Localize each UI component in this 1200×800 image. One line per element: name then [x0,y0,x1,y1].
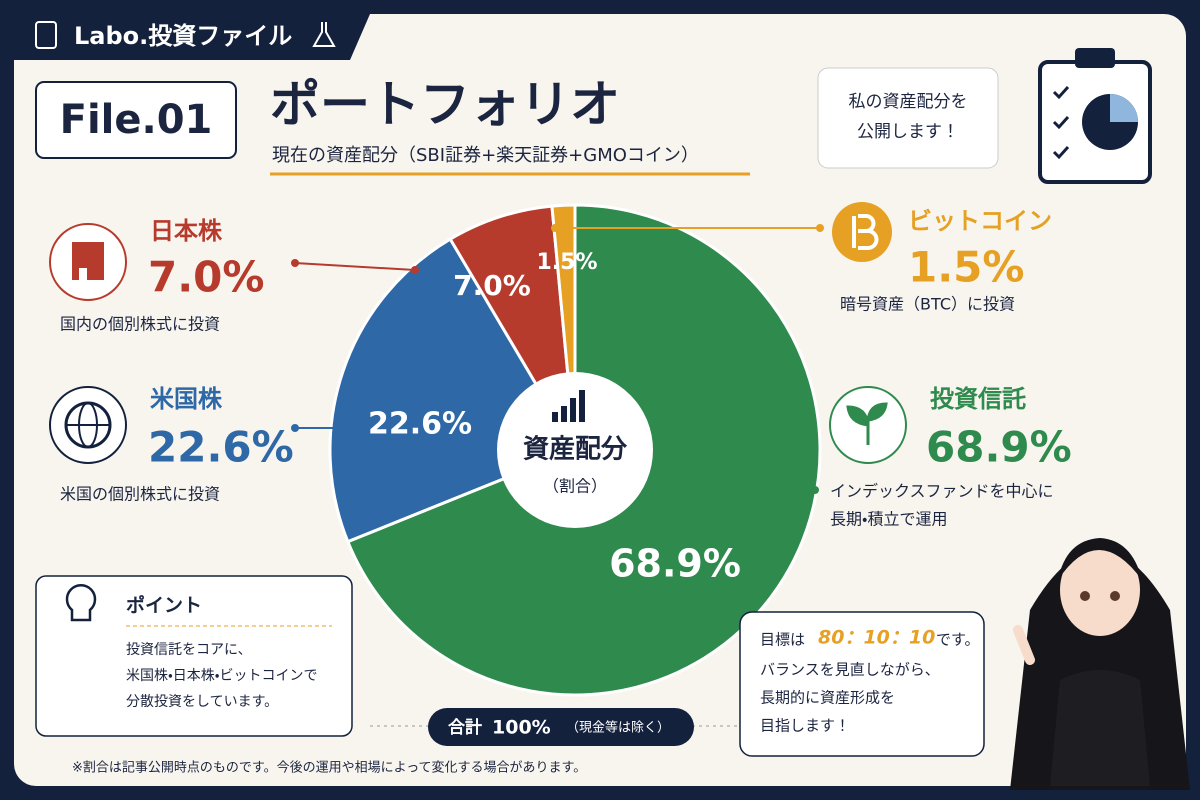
category-name: 米国株 [150,385,223,413]
connector-dot [356,424,364,432]
point-line: 分散投資をしています。 [126,694,278,710]
page-title: ポートフォリオ [270,76,620,134]
message-line: 長期的に資産形成を [760,689,895,707]
connector-dot [411,266,419,274]
category-description: 長期・積立で運用 [830,510,947,529]
bubble-box [817,67,999,169]
donut-hole [497,372,653,528]
category-description: 米国の個別株式に投資 [60,485,220,504]
bubble-line: 公開します！ [857,122,959,142]
message-box [739,611,985,757]
total-value: 100% [492,717,551,739]
bubble-line: 私の資産配分を [849,92,968,112]
message-line: 目指します！ [760,717,850,735]
subtitle: 現在の資産配分（SBI証券+楽天証券+GMOコイン） [272,145,699,166]
connector-dot [816,224,824,232]
center-title: 資産配分 [523,435,628,465]
header-tab [14,14,370,60]
doc-icon [35,21,57,49]
message-prefix: 目標は [760,631,805,649]
category-name: 日本株 [150,217,223,245]
category-name: 投資信託 [930,385,1026,413]
bars-icon [552,390,585,422]
slice-label: 1.5% [536,250,597,275]
connector-dot [751,486,759,494]
point-box [35,575,353,737]
total-label: 合計 [448,717,482,738]
category-percent: 1.5% [908,243,1024,292]
point-line: 米国株・日本株・ビットコインで [126,668,318,684]
header-tag: Labo.投資ファイル [74,22,292,50]
point-title: ポイント [126,594,202,617]
flask-icon [312,22,336,47]
connector [294,262,416,271]
category-percent: 7.0% [148,253,264,302]
point-line: 投資信託をコアに、 [126,642,252,658]
category-name: ビットコイン [908,207,1052,235]
connector-dot [291,424,299,432]
category-description: 暗号資産（BTC）に投資 [840,295,1015,314]
connector-dot [811,486,819,494]
message-suffix: です。 [936,631,980,649]
clipboard-icon [1038,48,1152,184]
center-subtitle: （割合） [543,477,607,496]
icon-building [49,223,127,301]
category-description: インデックスファンドを中心に [830,482,1054,501]
file-box [35,81,237,159]
file-label: File.01 [60,97,213,143]
category-percent: 68.9% [926,423,1072,472]
connector-dot [551,224,559,232]
slice-label: 68.9% [609,542,741,586]
connector-dot [291,259,299,267]
total-pill [428,708,694,746]
category-description: 国内の個別株式に投資 [60,315,220,334]
icon-bitcoin [832,202,892,262]
slice-label: 7.0% [453,269,531,302]
icon-globe [49,386,127,464]
category-percent: 22.6% [148,423,294,472]
icon-sprout [829,386,907,464]
slice-label: 22.6% [368,407,472,442]
bulb-icon [65,584,97,622]
character [1010,538,1190,790]
footnote: ※割合は記事公開時点のものです。今後の運用や相場によって変化する場合があります。 [72,760,586,776]
message-line: バランスを見直しながら、 [760,661,940,679]
message-target: 80：10：10 [818,627,935,649]
total-note: （現金等は除く） [566,720,670,736]
